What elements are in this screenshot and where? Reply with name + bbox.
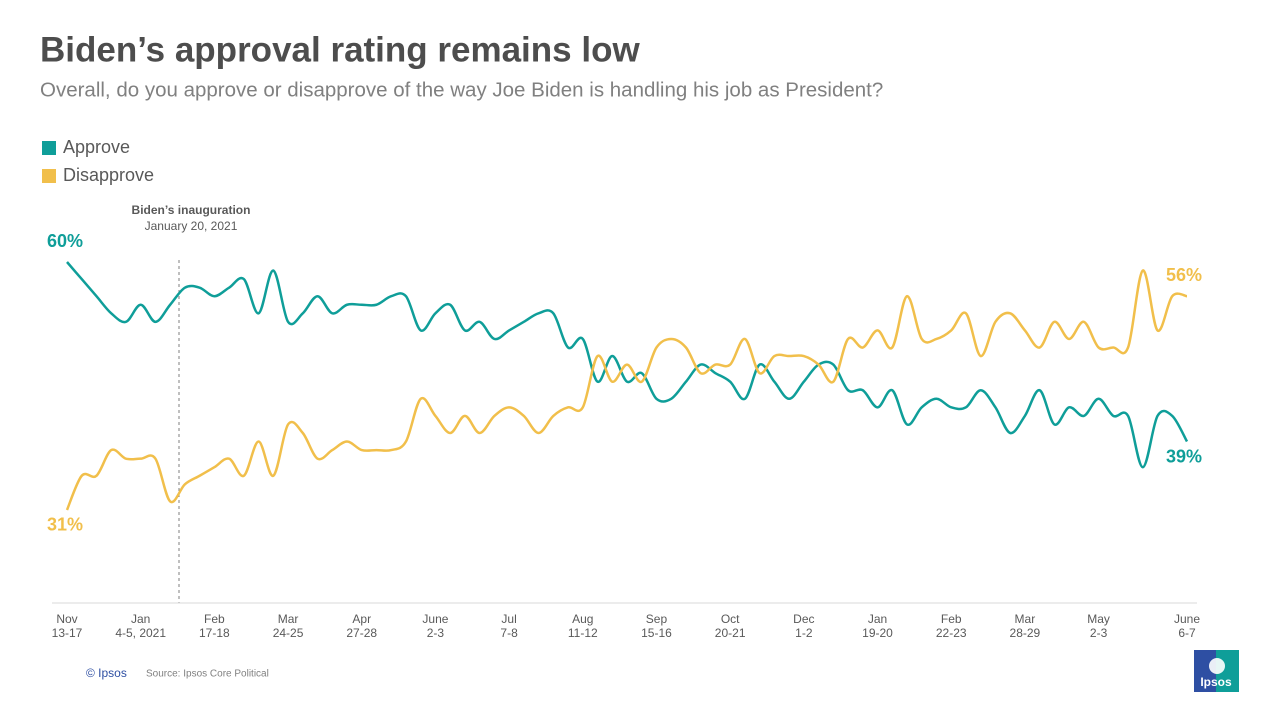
source: Source: Ipsos Core Political xyxy=(146,669,269,680)
x-tick-label: May 2-3 xyxy=(1087,612,1110,640)
x-tick-label: Mar 24-25 xyxy=(272,612,304,640)
data-label: 31% xyxy=(47,515,83,535)
x-tick-label: Dec 1-2 xyxy=(793,612,815,640)
x-tick-label: Nov 13-17 xyxy=(51,612,83,640)
copyright: © Ipsos xyxy=(86,666,127,680)
logo-mark xyxy=(1209,658,1225,674)
x-tick-label: Mar 28-29 xyxy=(1009,612,1041,640)
series-line xyxy=(66,261,1189,469)
x-tick-label: Apr 27-28 xyxy=(346,612,378,640)
logo-box-left xyxy=(1194,650,1216,692)
data-label: 39% xyxy=(1166,446,1202,466)
x-tick-label: Aug 11-12 xyxy=(567,612,598,640)
x-tick-label: Oct 20-21 xyxy=(714,612,746,640)
x-tick-label: Feb 17-18 xyxy=(199,612,230,640)
x-tick-label: June 2-3 xyxy=(422,612,449,640)
legend-swatch xyxy=(42,169,56,183)
x-tick-label: Jan 19-20 xyxy=(862,612,893,640)
x-tick-label: June 6-7 xyxy=(1173,612,1201,640)
x-tick-label: Jul 7-8 xyxy=(500,612,518,640)
legend-label: Approve xyxy=(63,137,130,157)
x-tick-label: Feb 22-23 xyxy=(935,612,967,640)
x-tick-label: Sep 15-16 xyxy=(641,612,672,640)
data-label: 56% xyxy=(1166,265,1202,285)
x-tick-label: Jan 4-5, 2021 xyxy=(115,612,167,640)
annotation-text: January 20, 2021 xyxy=(145,219,238,233)
logo-text: Ipsos xyxy=(1200,675,1232,689)
data-label: 60% xyxy=(47,231,83,251)
annotation-title: Biden’s inauguration xyxy=(132,203,251,217)
series-line xyxy=(65,269,1188,511)
legend-label: Disapprove xyxy=(63,165,154,185)
chart-title: Biden’s approval rating remains low xyxy=(40,30,640,69)
legend-swatch xyxy=(42,141,56,155)
chart-subtitle: Overall, do you approve or disapprove of… xyxy=(40,78,883,101)
